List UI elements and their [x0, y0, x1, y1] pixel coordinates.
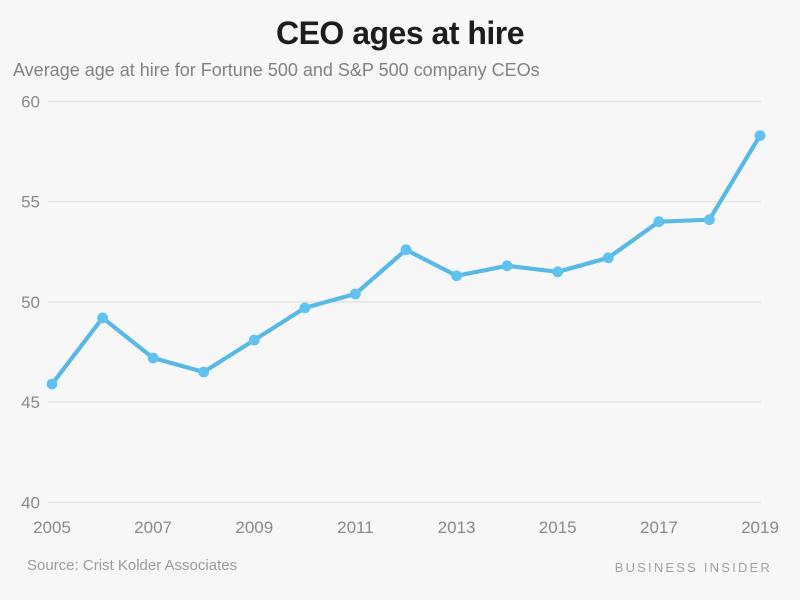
- data-point-2006: [97, 312, 108, 324]
- x-tick-label-2007: 2007: [134, 518, 172, 537]
- data-point-2009: [248, 334, 260, 346]
- data-point-2015: [552, 266, 564, 278]
- x-tick-label-2009: 2009: [235, 518, 273, 537]
- chart-subtitle: Average age at hire for Fortune 500 and …: [13, 60, 540, 80]
- x-tick-label-2011: 2011: [337, 518, 374, 537]
- source-label: Source: Crist Kolder Associates: [27, 557, 238, 574]
- data-point-2012: [400, 244, 412, 256]
- data-point-2019: [754, 130, 766, 142]
- data-point-2016: [602, 252, 614, 264]
- y-tick-label-45: 45: [21, 393, 40, 412]
- y-tick-label-40: 40: [21, 493, 40, 512]
- data-point-2017: [653, 216, 665, 228]
- data-point-2010: [299, 302, 311, 314]
- data-point-2018: [704, 214, 715, 226]
- data-point-2014: [501, 260, 513, 272]
- data-line-average-age: [49, 133, 763, 387]
- x-tick-label-2005: 2005: [33, 518, 71, 537]
- brand-logo: BUSINESS INSIDER: [614, 560, 772, 575]
- chart-title: CEO ages at hire: [275, 15, 525, 51]
- y-tick-label-60: 60: [21, 93, 40, 112]
- data-point-2013: [451, 270, 462, 282]
- y-tick-label-55: 55: [21, 193, 40, 212]
- data-point-2005: [46, 378, 58, 390]
- data-point-2011: [350, 288, 361, 300]
- x-tick-label-2015: 2015: [539, 518, 577, 537]
- data-point-2007: [147, 352, 159, 364]
- x-tick-label-2019: 2019: [741, 518, 779, 537]
- data-point-2008: [198, 366, 210, 378]
- x-tick-label-2013: 2013: [438, 518, 476, 537]
- x-tick-label-2017: 2017: [640, 518, 678, 537]
- y-tick-label-50: 50: [21, 293, 40, 312]
